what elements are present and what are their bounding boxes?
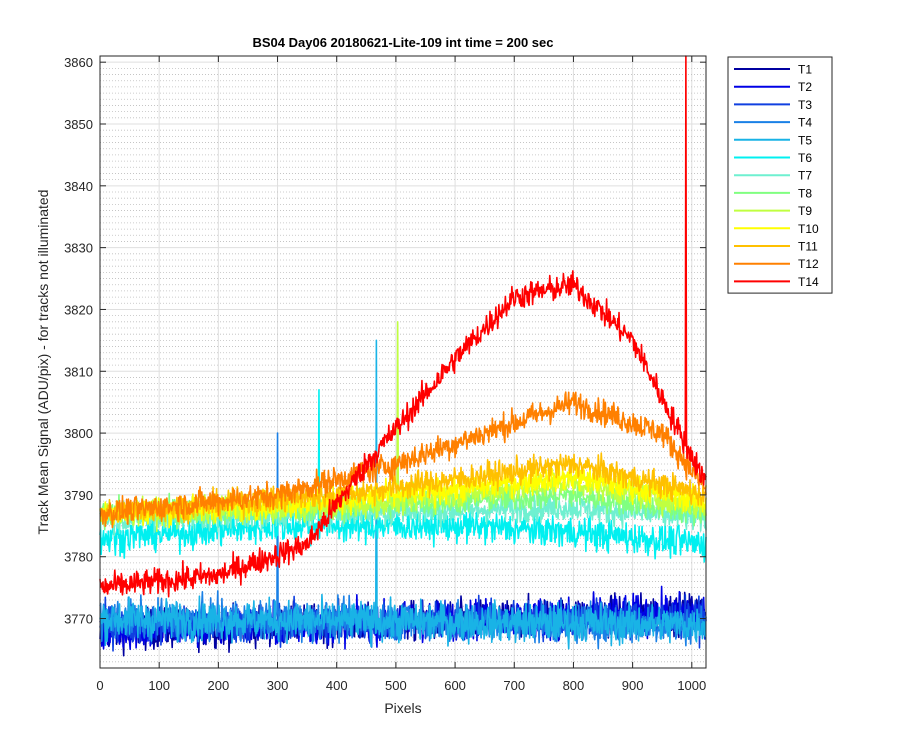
legend-label: T2 bbox=[798, 80, 812, 94]
legend-label: T5 bbox=[798, 133, 812, 147]
legend: T1 T2 T3 T4 T5 T6 T7 T8 T9 T10 T11 T12 T14 bbox=[727, 56, 833, 294]
chart-title: BS04 Day06 20180621-Lite-109 int time = … bbox=[253, 35, 554, 50]
x-tick-label: 700 bbox=[503, 678, 525, 693]
x-axis-label: Pixels bbox=[384, 700, 421, 716]
y-tick-label: 3830 bbox=[64, 241, 93, 256]
series-line-t6 bbox=[99, 389, 707, 563]
y-tick-label: 3780 bbox=[64, 550, 93, 565]
y-tick-label: 3860 bbox=[64, 55, 93, 70]
x-tick-label: 100 bbox=[148, 678, 170, 693]
legend-label: T3 bbox=[798, 98, 812, 112]
series-line-t14 bbox=[99, 55, 707, 598]
y-tick-label: 3840 bbox=[64, 179, 93, 194]
legend-label: T6 bbox=[798, 151, 812, 165]
y-tick-label: 3850 bbox=[64, 117, 93, 132]
y-tick-label: 3800 bbox=[64, 426, 93, 441]
y-tick-label: 3810 bbox=[64, 364, 93, 379]
legend-label: T7 bbox=[798, 169, 812, 183]
series-line-t12 bbox=[99, 391, 707, 529]
x-tick-label: 900 bbox=[622, 678, 644, 693]
plot-area bbox=[100, 56, 706, 668]
legend-label: T10 bbox=[798, 222, 819, 236]
x-tick-label: 200 bbox=[208, 678, 230, 693]
y-tick-label: 3790 bbox=[64, 488, 93, 503]
y-tick-label: 3820 bbox=[64, 302, 93, 317]
x-tick-label: 400 bbox=[326, 678, 348, 693]
legend-label: T8 bbox=[798, 186, 812, 200]
x-tick-label: 500 bbox=[385, 678, 407, 693]
x-tick-label: 800 bbox=[563, 678, 585, 693]
x-tick-label: 300 bbox=[267, 678, 289, 693]
x-tick-label: 1000 bbox=[677, 678, 706, 693]
y-tick-label: 3770 bbox=[64, 612, 93, 627]
legend-label: T9 bbox=[798, 204, 812, 218]
legend-label: T11 bbox=[798, 240, 818, 254]
y-axis-label: Track Mean Signal (ADU/pix) - for tracks… bbox=[35, 190, 51, 535]
legend-label: T12 bbox=[798, 257, 819, 271]
axes-box bbox=[99, 55, 707, 669]
legend-label: T4 bbox=[798, 116, 812, 130]
x-tick-label: 0 bbox=[96, 678, 103, 693]
series-line-t5 bbox=[99, 339, 707, 650]
legend-label: T14 bbox=[798, 275, 819, 289]
x-tick-label: 600 bbox=[444, 678, 466, 693]
legend-label: T1 bbox=[798, 63, 812, 77]
